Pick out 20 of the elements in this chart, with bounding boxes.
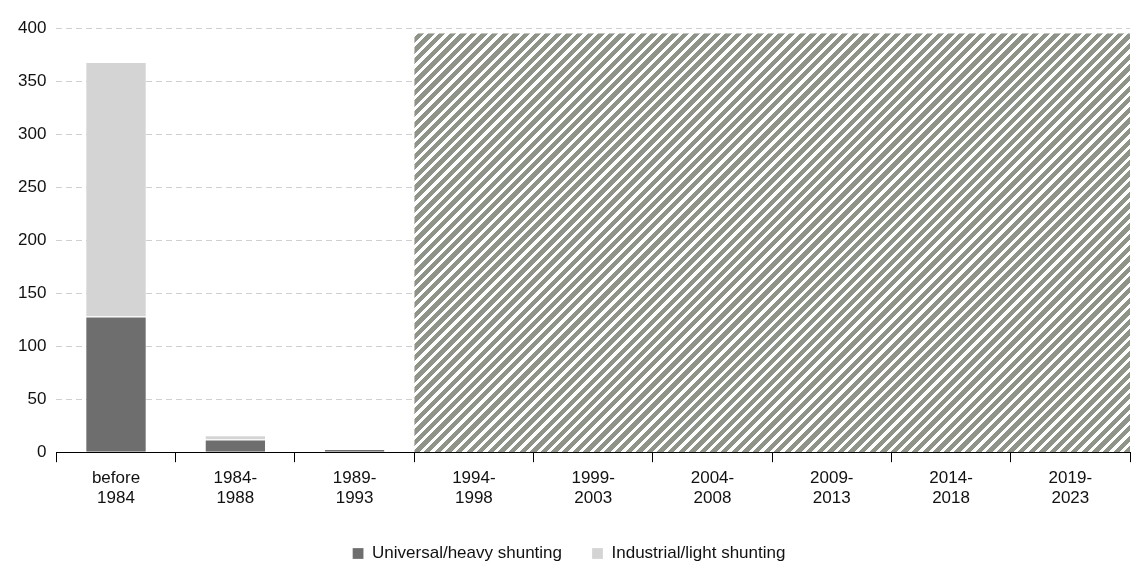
y-tick-label: 50 (27, 388, 47, 408)
y-tick-label: 400 (17, 17, 47, 37)
legend-label: Universal/heavy shunting (372, 543, 563, 563)
x-tick-label: 1989-1993 (332, 468, 377, 508)
x-tick-label: before 1984 (91, 468, 141, 508)
y-tick-label: 250 (17, 176, 47, 196)
x-tick-label: 2004-2008 (690, 468, 735, 508)
y-tick-label: 0 (36, 441, 47, 461)
y-tick-label: 150 (17, 282, 47, 302)
y-tick-label: 300 (17, 123, 47, 143)
x-tick-label: 2019-2023 (1048, 468, 1093, 508)
legend-label: Industrial/light shunting (611, 543, 786, 563)
x-tick-label: 2014-2018 (929, 468, 973, 508)
y-tick-label: 350 (17, 70, 47, 90)
x-tick-label: 1984-1988 (213, 468, 258, 508)
x-tick-label: 2009-2013 (810, 468, 854, 508)
y-tick-label: 100 (17, 335, 47, 355)
x-tick-label: 1999-2003 (571, 468, 615, 508)
y-tick-label: 200 (17, 229, 47, 249)
x-tick-label: 1994-1998 (452, 468, 496, 508)
